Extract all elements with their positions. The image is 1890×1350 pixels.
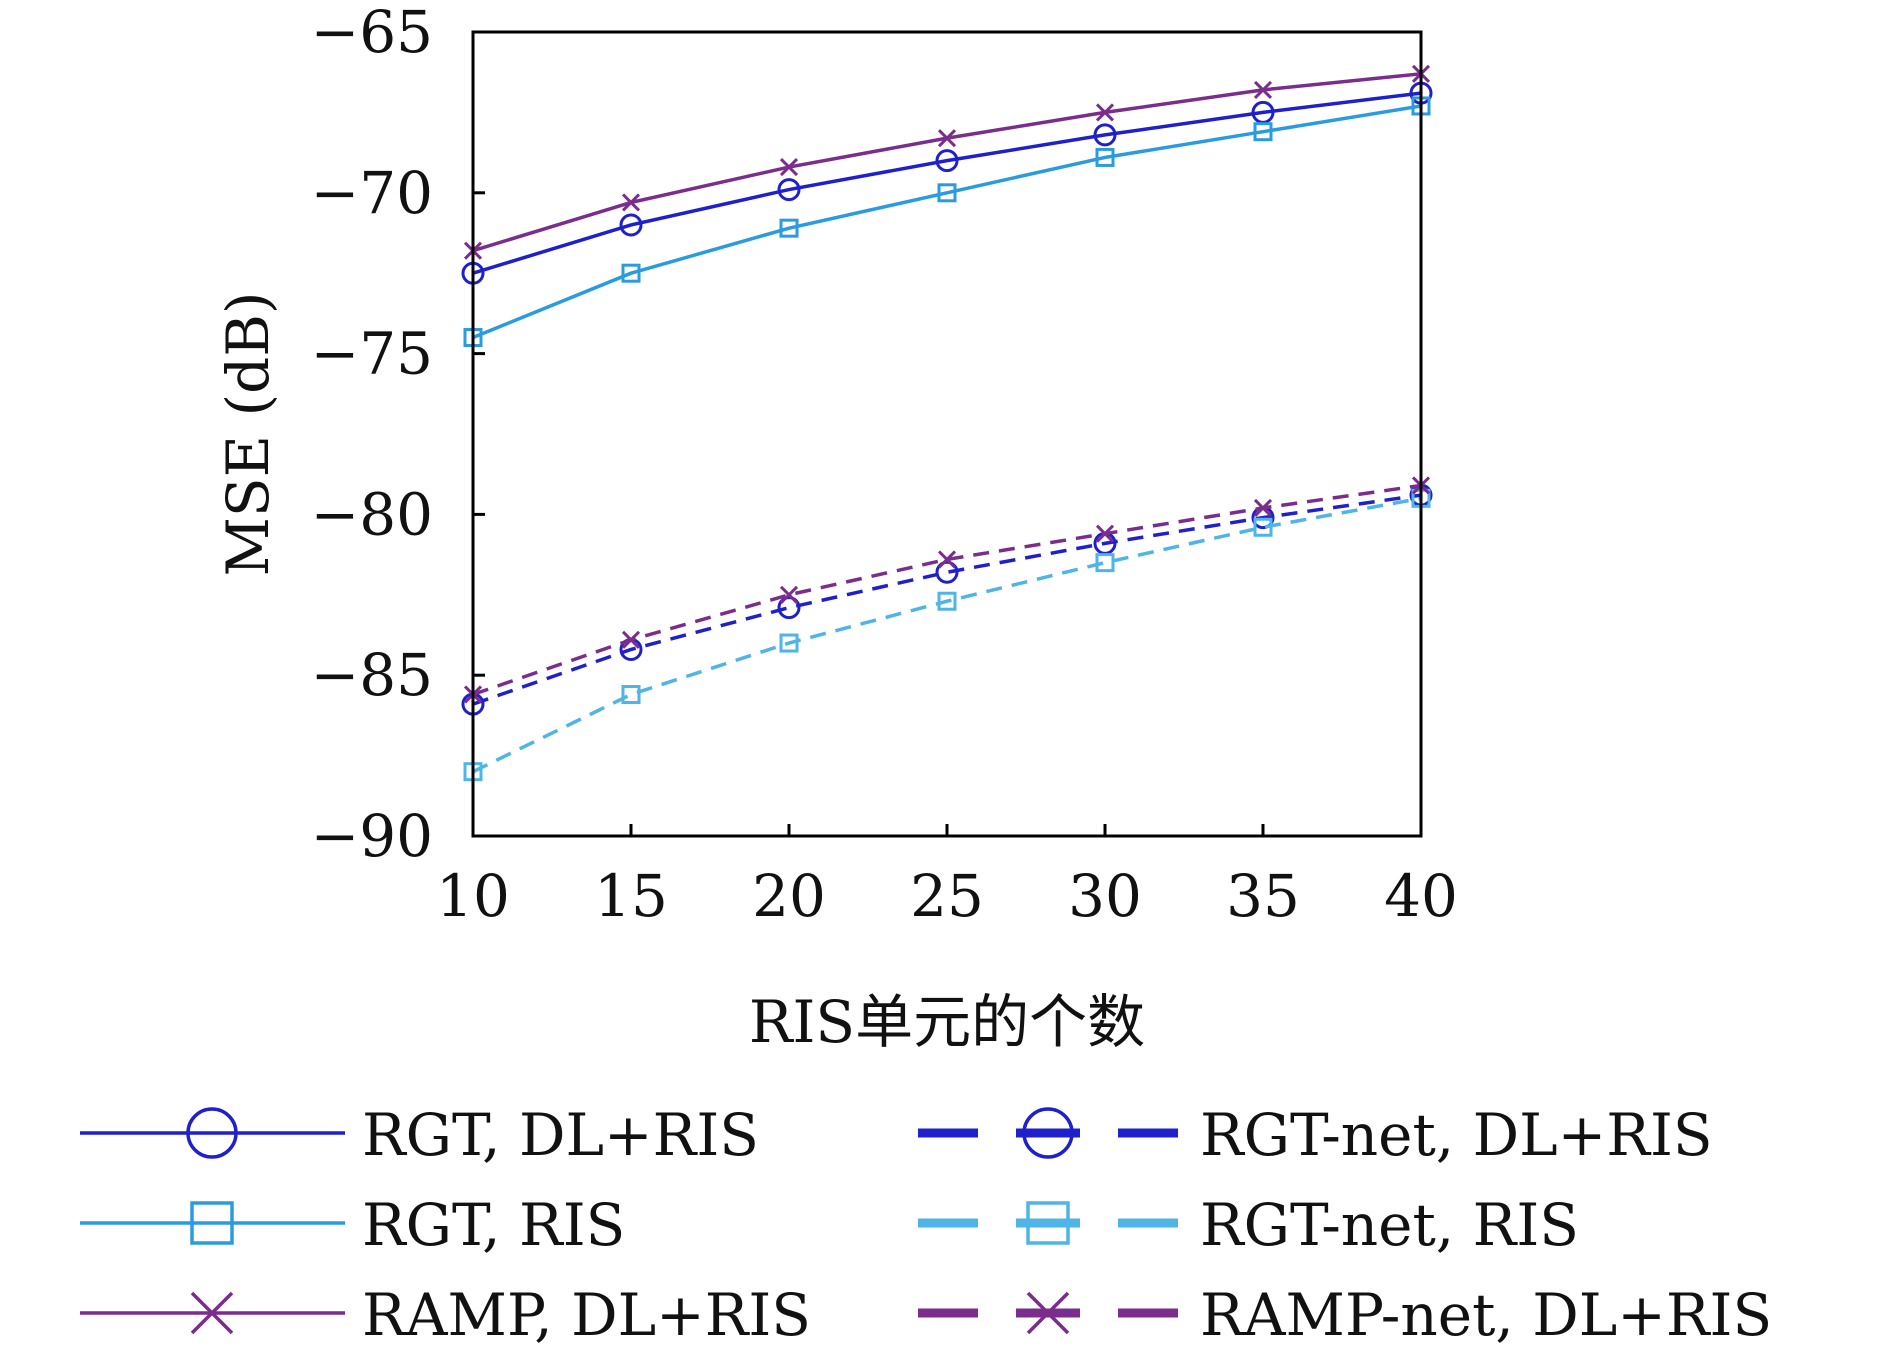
series-6-point-stroke-b xyxy=(621,630,641,649)
series-2-point xyxy=(937,183,957,203)
legend-marker-stroke-b xyxy=(190,1291,234,1335)
legend-label: RGT, DL+RIS xyxy=(362,1101,759,1169)
series-3-point-stroke-b xyxy=(937,129,957,148)
series-3-point xyxy=(621,193,641,212)
series-5-point xyxy=(621,684,641,704)
legend: RGT, DL+RIS RGT, RIS RAMP, DL+RIS RGT-net, … xyxy=(80,1101,1772,1349)
series-2-line xyxy=(472,104,1422,340)
series-6 xyxy=(463,476,1431,704)
series-5 xyxy=(463,488,1431,782)
series-5-line xyxy=(472,496,1422,774)
legend-item-3: RAMP, DL+RIS xyxy=(80,1281,811,1349)
series-2-point xyxy=(1253,122,1273,142)
x-tick-label: 10 xyxy=(436,862,510,930)
legend-label: RAMP-net, DL+RIS xyxy=(1200,1281,1772,1349)
series-1-point xyxy=(1093,123,1117,147)
series-3-point-stroke-b xyxy=(779,158,799,177)
y-tick-label: −65 xyxy=(311,0,433,66)
series-4-point xyxy=(777,596,801,620)
y-tick-label: −70 xyxy=(311,159,433,227)
series-2-point xyxy=(779,218,799,238)
y-axis-label: MSE (dB) xyxy=(214,292,282,577)
series-1-point xyxy=(777,178,801,202)
legend-marker xyxy=(1022,1107,1074,1159)
legend-label: RAMP, DL+RIS xyxy=(362,1281,811,1349)
series-1-line xyxy=(472,91,1422,275)
series-2-point xyxy=(621,263,641,283)
series-1 xyxy=(461,81,1433,285)
x-tick-label: 35 xyxy=(1226,862,1300,930)
legend-item-2: RGT, RIS xyxy=(80,1191,625,1259)
series-6-point xyxy=(621,630,641,649)
series-6-point-stroke-b xyxy=(1095,524,1115,543)
series-6-point xyxy=(1095,524,1115,543)
legend-item-1: RGT, DL+RIS xyxy=(80,1101,759,1169)
legend-label: RGT, RIS xyxy=(362,1191,625,1259)
legend-item-6: RAMP-net, DL+RIS xyxy=(918,1281,1772,1349)
legend-marker xyxy=(190,1201,234,1245)
y-tick-label: −90 xyxy=(311,802,433,870)
legend-item-5: RGT-net, RIS xyxy=(918,1191,1579,1259)
ticks-layer: 10 15 20 25 30 35 40 −65 −70 −75 −80 −85 −90 xyxy=(311,0,1458,930)
series-2 xyxy=(463,96,1431,348)
series-1-point xyxy=(935,149,959,173)
legend-marker xyxy=(1026,1201,1070,1245)
series-6-point-stroke-b xyxy=(1253,498,1273,518)
series-3-point-stroke-b xyxy=(1095,103,1115,122)
series-5-point xyxy=(779,633,799,653)
series-4-point xyxy=(935,560,959,584)
x-tick-label: 40 xyxy=(1384,862,1458,930)
series-3 xyxy=(463,64,1431,260)
x-tick-label: 20 xyxy=(752,862,826,930)
legend-marker-stroke-b xyxy=(1026,1291,1070,1335)
series-3-point xyxy=(1095,103,1115,122)
legend-item-4: RGT-net, DL+RIS xyxy=(918,1101,1713,1169)
x-tick-label: 15 xyxy=(594,862,668,930)
series-3-point xyxy=(779,158,799,177)
series-2-point xyxy=(1095,147,1115,167)
series-5-point xyxy=(1253,517,1273,537)
legend-marker xyxy=(186,1107,238,1159)
x-tick-label: 30 xyxy=(1068,862,1142,930)
legend-marker xyxy=(1026,1291,1070,1335)
legend-marker xyxy=(190,1291,234,1335)
series-6-point xyxy=(1253,498,1273,518)
legend-label: RGT-net, RIS xyxy=(1200,1191,1579,1259)
series-5-point xyxy=(937,591,957,611)
series-5-point xyxy=(1095,553,1115,573)
series-6-point-stroke-b xyxy=(779,585,799,604)
y-tick-label: −80 xyxy=(311,480,433,548)
series-6-point-stroke-b xyxy=(937,550,957,569)
series-layer xyxy=(461,64,1433,782)
series-6-point xyxy=(779,585,799,604)
series-1-point xyxy=(619,213,643,237)
x-axis-label: RIS单元的个数 xyxy=(749,988,1145,1056)
series-3-point-stroke-b xyxy=(1253,80,1273,99)
series-3-point xyxy=(1253,80,1273,99)
x-tick-label: 25 xyxy=(910,862,984,930)
legend-label: RGT-net, DL+RIS xyxy=(1200,1101,1713,1169)
y-tick-label: −75 xyxy=(311,320,433,388)
plot-frame xyxy=(471,30,1423,838)
series-4-line xyxy=(472,493,1422,706)
series-6-point xyxy=(937,550,957,569)
series-3-point-stroke-b xyxy=(621,193,641,212)
series-6-line xyxy=(472,483,1422,697)
series-3-point xyxy=(937,129,957,148)
y-tick-label: −85 xyxy=(311,641,433,709)
